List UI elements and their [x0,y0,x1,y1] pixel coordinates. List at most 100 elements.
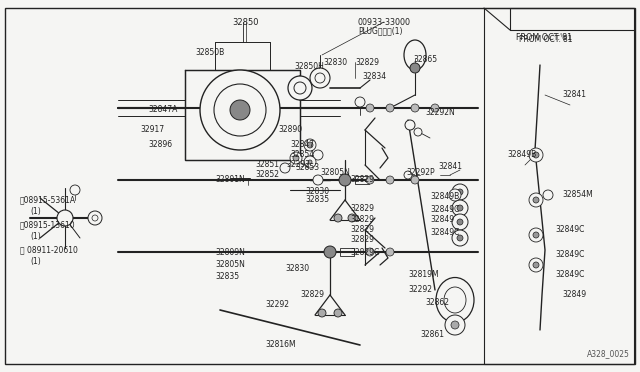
Text: 32865: 32865 [413,55,437,64]
Circle shape [452,214,468,230]
Circle shape [533,152,539,158]
Circle shape [366,248,374,256]
Circle shape [457,205,463,211]
Circle shape [70,185,80,195]
Text: FROM OCT.'81: FROM OCT.'81 [516,33,572,42]
Text: 32292: 32292 [286,160,310,169]
Ellipse shape [436,278,474,323]
Text: 32816M: 32816M [265,340,296,349]
Text: 32801N: 32801N [215,175,244,184]
Text: 32854M: 32854M [562,190,593,199]
Circle shape [452,230,468,246]
Circle shape [529,193,543,207]
Text: 32819M: 32819M [408,270,438,279]
Circle shape [304,156,316,168]
Text: 32917: 32917 [140,125,164,134]
Text: PLUGブラグ(1): PLUGブラグ(1) [358,26,403,35]
Circle shape [288,76,312,100]
Text: 32829: 32829 [350,225,374,234]
Bar [340,248,354,256]
Text: Ⓥ08915-5361A: Ⓥ08915-5361A [20,195,76,204]
Circle shape [280,163,290,173]
Circle shape [410,63,420,73]
Circle shape [315,73,325,83]
Text: 32850: 32850 [233,18,259,27]
Circle shape [452,200,468,216]
Text: 32835: 32835 [215,272,239,281]
Circle shape [533,232,539,238]
Circle shape [355,97,365,107]
Text: 32849C: 32849C [555,250,584,259]
Circle shape [308,160,312,164]
Circle shape [529,148,543,162]
Text: 32829C: 32829C [350,248,380,257]
Text: A328_0025: A328_0025 [587,349,630,358]
Text: FROM OCT.'81: FROM OCT.'81 [519,35,573,44]
Text: Ⓦ08915-13610: Ⓦ08915-13610 [20,220,76,229]
Circle shape [313,175,323,185]
Ellipse shape [404,40,426,70]
Text: 32847A: 32847A [148,105,177,114]
Text: 32849C: 32849C [430,228,460,237]
Circle shape [457,235,463,241]
Text: (1): (1) [30,232,41,241]
Text: 32853: 32853 [295,163,319,172]
Circle shape [214,84,266,136]
Circle shape [404,171,412,179]
Text: 32292N: 32292N [425,108,455,117]
Circle shape [411,176,419,184]
Text: 32835: 32835 [305,195,329,204]
Circle shape [294,82,306,94]
Text: 32849C: 32849C [555,270,584,279]
Text: 32896: 32896 [148,140,172,149]
Circle shape [88,211,102,225]
Circle shape [431,104,439,112]
Bar [355,176,369,184]
Circle shape [324,246,336,258]
Circle shape [307,142,313,148]
Circle shape [543,190,553,200]
Text: 32829: 32829 [350,215,374,224]
Text: 32292P: 32292P [406,168,435,177]
Circle shape [529,258,543,272]
Text: 32830: 32830 [323,58,347,67]
Circle shape [293,155,299,161]
Text: 32849B: 32849B [430,192,460,201]
Text: 32841: 32841 [438,162,462,171]
Text: 32854: 32854 [290,150,314,159]
Text: 32829: 32829 [355,58,379,67]
Text: 32850B: 32850B [195,48,224,57]
Circle shape [449,189,461,201]
Circle shape [445,315,465,335]
Circle shape [366,104,374,112]
Text: 32849: 32849 [562,290,586,299]
Circle shape [348,214,356,222]
Circle shape [290,152,302,164]
Text: 32849C: 32849C [555,225,584,234]
Text: 32829: 32829 [350,204,374,213]
Circle shape [339,174,351,186]
Text: 32861: 32861 [420,330,444,339]
Circle shape [414,128,422,136]
Text: 32829: 32829 [300,290,324,299]
Text: 32829: 32829 [350,175,374,184]
Text: 32849: 32849 [430,215,454,224]
Circle shape [200,70,280,150]
Ellipse shape [444,287,466,313]
Circle shape [230,100,250,120]
Bar [185,70,300,160]
Circle shape [386,176,394,184]
Circle shape [310,68,330,88]
Text: 32849C: 32849C [430,205,460,214]
Circle shape [451,321,459,329]
Text: 32890: 32890 [278,125,302,134]
Text: 32851: 32851 [255,160,279,169]
Circle shape [533,262,539,268]
Text: 32852: 32852 [255,170,279,179]
Text: 32830: 32830 [285,264,309,273]
Circle shape [57,210,73,226]
Circle shape [452,184,468,200]
Text: (1): (1) [30,257,41,266]
Circle shape [334,309,342,317]
Circle shape [405,120,415,130]
